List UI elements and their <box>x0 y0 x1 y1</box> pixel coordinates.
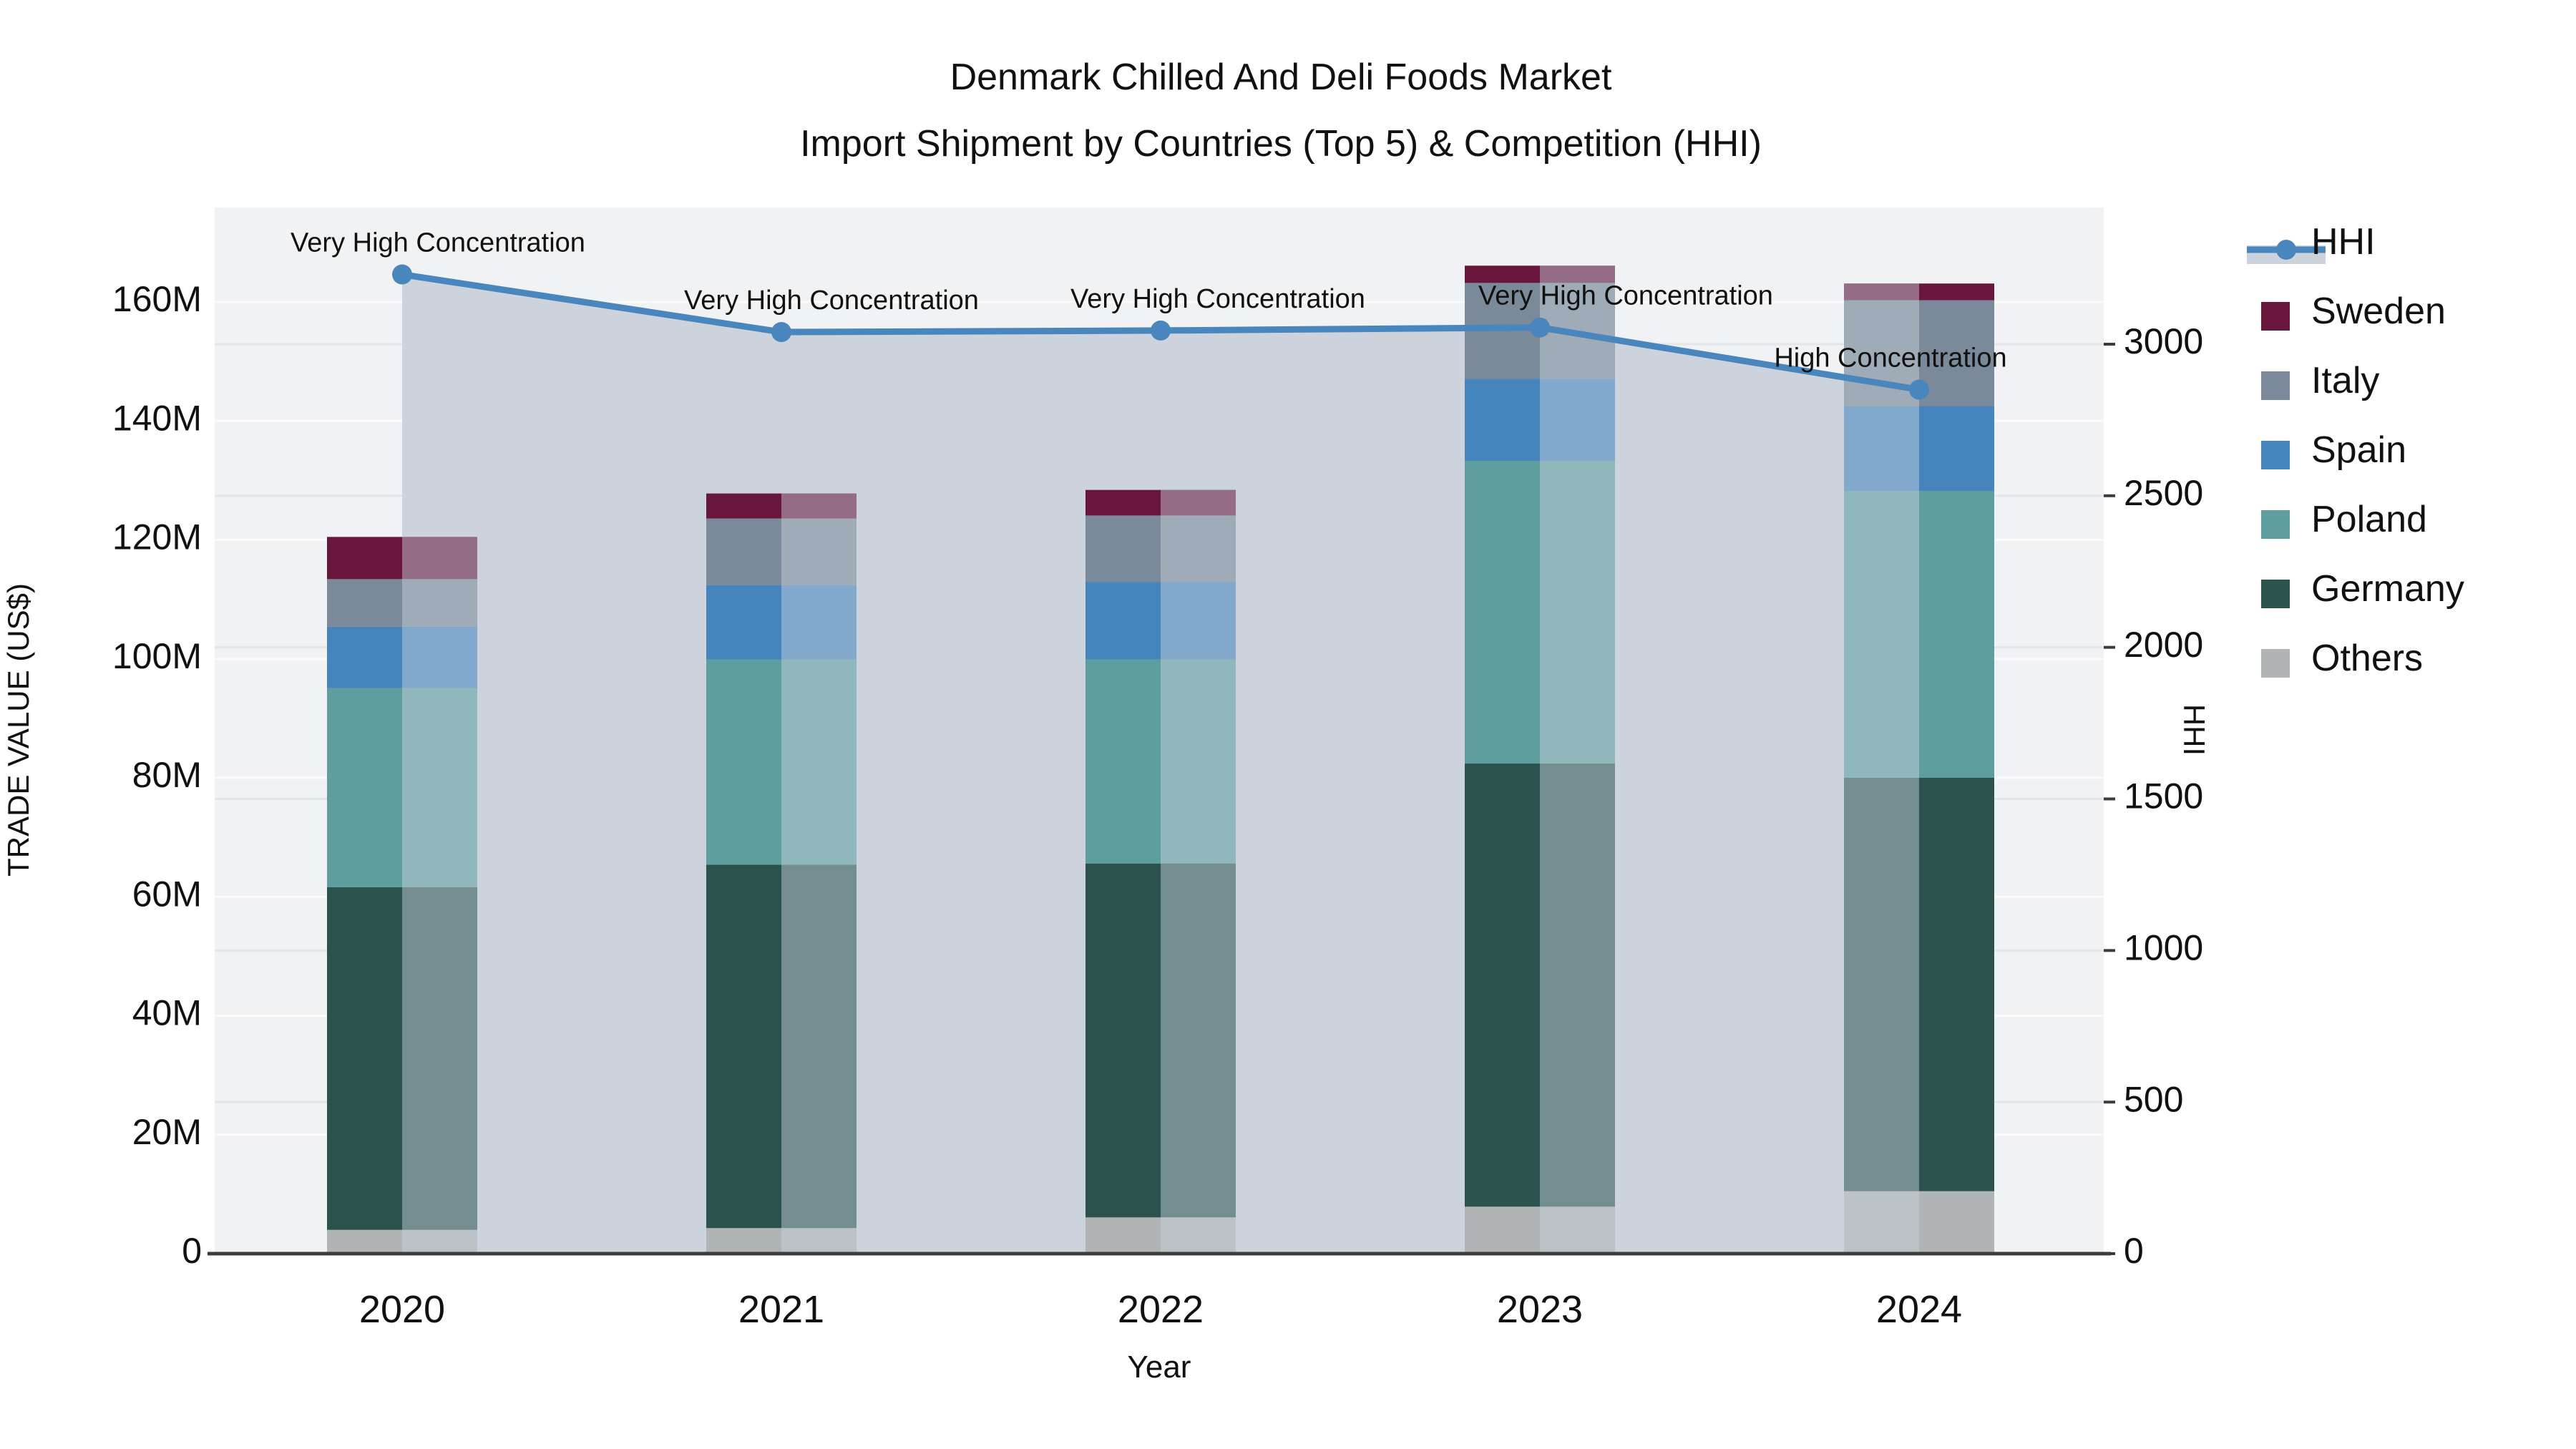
bar-2020[interactable] <box>327 537 477 1254</box>
y-left-axis-title: TRADE VALUE (US$) <box>1 583 35 877</box>
bar-2021-germany[interactable] <box>706 864 857 1229</box>
bar-2021-others[interactable] <box>706 1228 857 1254</box>
bar-2022-sweden[interactable] <box>1085 489 1236 516</box>
bar-2020-germany[interactable] <box>327 887 477 1230</box>
y-left-tick: 20M <box>132 1112 202 1152</box>
x-tick-2024[interactable]: 2024 <box>1876 1288 1962 1331</box>
bar-2023[interactable] <box>1465 265 1615 1254</box>
bar-2020-others[interactable] <box>327 1229 477 1254</box>
legend-label-poland: Poland <box>2311 499 2427 540</box>
bar-2021-sweden[interactable] <box>706 493 857 519</box>
bar-2021[interactable] <box>706 493 857 1254</box>
y-right-axis-title: HHI <box>2177 704 2211 756</box>
bar-2021-italy[interactable] <box>706 518 857 585</box>
bar-2024-spain[interactable] <box>1844 406 1994 492</box>
x-axis-title: Year <box>1128 1350 1191 1385</box>
x-tick-2023[interactable]: 2023 <box>1497 1288 1583 1331</box>
bar-2022-poland[interactable] <box>1085 659 1236 864</box>
legend-item-italy[interactable]: Italy <box>2261 360 2379 401</box>
legend-label-germany: Germany <box>2311 568 2464 610</box>
hhi-marker-swatch <box>2276 240 2296 260</box>
hhi-point-2024[interactable] <box>1909 379 1929 400</box>
chart-title-line2: Import Shipment by Countries (Top 5) & C… <box>800 123 1762 165</box>
bar-2023-germany[interactable] <box>1465 763 1615 1207</box>
annotation-2022: Very High Concentration <box>1070 284 1365 314</box>
y-right-tick: 3000 <box>2124 321 2203 361</box>
bar-2022[interactable] <box>1085 489 1236 1254</box>
x-tick-2020[interactable]: 2020 <box>359 1288 445 1331</box>
annotation-2020: Very High Concentration <box>291 228 585 258</box>
y-right-tick: 1000 <box>2124 928 2203 968</box>
y-right-tick: 0 <box>2124 1231 2144 1271</box>
legend-item-sweden[interactable]: Sweden <box>2261 291 2446 332</box>
legend-item-germany[interactable]: Germany <box>2261 568 2464 610</box>
y-left-tick: 160M <box>112 279 202 319</box>
hhi-point-2023[interactable] <box>1530 317 1550 338</box>
bar-2023-others[interactable] <box>1465 1206 1615 1254</box>
legend-item-others[interactable]: Others <box>2261 638 2423 679</box>
bars <box>327 265 1994 1254</box>
bar-2024-sweden[interactable] <box>1844 283 1994 301</box>
annotation-2024: High Concentration <box>1774 343 2006 374</box>
y-left-tick: 40M <box>132 993 202 1033</box>
hhi-point-2020[interactable] <box>392 264 412 285</box>
bar-2022-germany[interactable] <box>1085 863 1236 1218</box>
bar-2022-italy[interactable] <box>1085 515 1236 582</box>
legend-label-sweden: Sweden <box>2311 291 2446 332</box>
bar-2023-area-overlay <box>1540 265 1615 1254</box>
y-left-tick: 60M <box>132 874 202 914</box>
x-tick-2021[interactable]: 2021 <box>738 1288 824 1331</box>
legend-label-others: Others <box>2311 638 2423 679</box>
bar-2024-poland[interactable] <box>1844 491 1994 778</box>
y-left-tick: 100M <box>112 636 202 676</box>
bar-2020-poland[interactable] <box>327 688 477 887</box>
bar-2024[interactable] <box>1844 283 1994 1254</box>
y-right-tick: 500 <box>2124 1079 2183 1119</box>
bar-2023-sweden[interactable] <box>1465 265 1615 283</box>
annotation-2023: Very High Concentration <box>1478 281 1773 311</box>
legend-item-poland[interactable]: Poland <box>2261 499 2427 540</box>
bar-2020-area-overlay <box>402 537 477 1254</box>
legend-swatch-germany <box>2261 580 2290 608</box>
bar-2020-spain[interactable] <box>327 626 477 688</box>
bar-2022-area-overlay <box>1161 489 1236 1254</box>
bar-2021-area-overlay <box>781 493 857 1254</box>
bar-2021-spain[interactable] <box>706 585 857 660</box>
bar-2021-poland[interactable] <box>706 659 857 865</box>
legend-swatch-italy <box>2261 371 2290 400</box>
bar-2024-others[interactable] <box>1844 1191 1994 1254</box>
legend-item-hhi[interactable]: HHI <box>2247 221 2376 264</box>
bar-2023-spain[interactable] <box>1465 379 1615 461</box>
bar-2022-others[interactable] <box>1085 1217 1236 1254</box>
hhi-point-2022[interactable] <box>1151 320 1171 341</box>
legend-label-hhi: HHI <box>2311 221 2376 263</box>
y-left-tick: 120M <box>112 517 202 557</box>
bar-2023-poland[interactable] <box>1465 460 1615 764</box>
bar-2022-spain[interactable] <box>1085 582 1236 660</box>
y-left-tick: 140M <box>112 398 202 438</box>
y-left-tick: 80M <box>132 755 202 795</box>
y-right-tick: 2000 <box>2124 625 2203 665</box>
legend-swatch-poland <box>2261 510 2290 539</box>
bar-2020-sweden[interactable] <box>327 537 477 580</box>
legend-label-spain: Spain <box>2311 429 2406 471</box>
x-tick-2022[interactable]: 2022 <box>1118 1288 1204 1331</box>
y-right-tick: 1500 <box>2124 776 2203 816</box>
y-left-tick: 0 <box>182 1231 202 1271</box>
y-right-tick: 2500 <box>2124 473 2203 513</box>
legend-item-spain[interactable]: Spain <box>2261 429 2406 471</box>
bar-2024-area-overlay <box>1844 283 1919 1254</box>
legend-swatch-spain <box>2261 441 2290 469</box>
legend-swatch-sweden <box>2261 302 2290 331</box>
hhi-point-2021[interactable] <box>771 322 791 343</box>
legend-swatch-others <box>2261 649 2290 678</box>
bar-2024-germany[interactable] <box>1844 778 1994 1191</box>
bar-2020-italy[interactable] <box>327 579 477 627</box>
legend-label-italy: Italy <box>2311 360 2379 401</box>
legend: HHI Sweden Italy Spain Poland Germany Others <box>2247 221 2464 679</box>
annotation-2021: Very High Concentration <box>684 286 979 316</box>
chart-title-line1: Denmark Chilled And Deli Foods Market <box>950 57 1612 98</box>
